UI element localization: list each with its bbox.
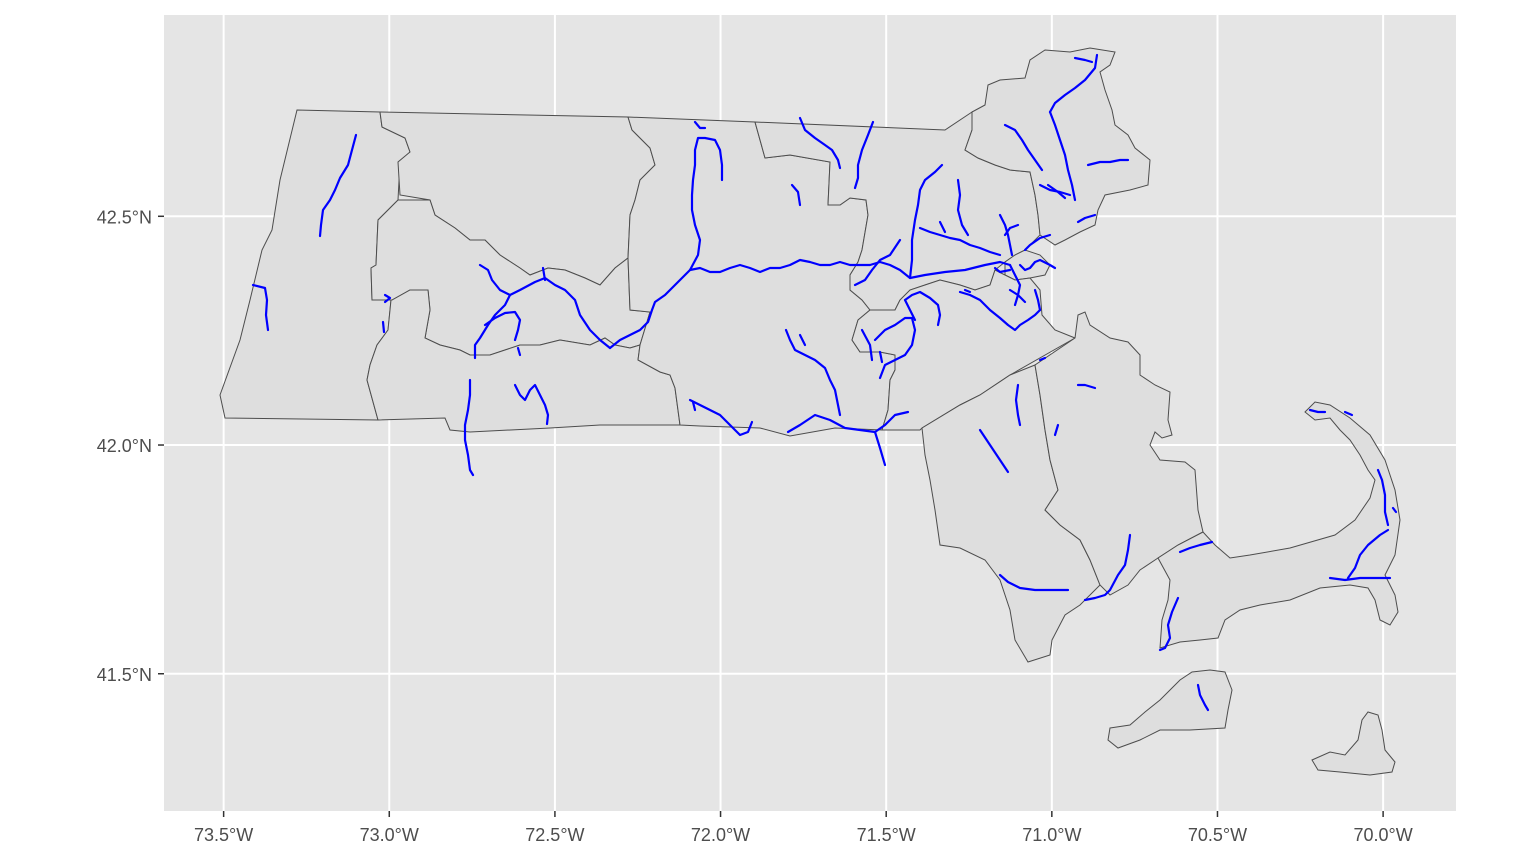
river-charles-loop [873, 316, 917, 380]
river-merrimack-top [1073, 56, 1094, 64]
x-tick-label: 70.5°W [1188, 825, 1247, 845]
river-deerfield-trib [508, 276, 612, 350]
river-berkshire-south [251, 283, 270, 332]
river-quincy [1008, 288, 1027, 304]
river-cape-6 [1308, 408, 1327, 414]
river-taunton-3 [1038, 356, 1047, 362]
river-lines [251, 53, 1398, 712]
river-charles-loop2 [878, 350, 884, 364]
river-essex-2 [1076, 213, 1097, 224]
river-weymouth [1033, 288, 1042, 312]
river-charles-small [963, 288, 972, 294]
river-cape-4 [1376, 468, 1390, 527]
river-sudbury [853, 238, 902, 287]
river-berkshire-mid [383, 293, 392, 304]
y-axis: 42.5°N 42.0°N 41.5°N [97, 207, 164, 685]
river-charles-east [958, 290, 1042, 332]
river-westfield [473, 263, 512, 360]
river-north-branch [688, 136, 724, 272]
river-french-small [691, 400, 697, 412]
county-dukes [1107, 669, 1233, 749]
river-taunton-2 [978, 428, 1010, 474]
x-tick-label: 70.0°W [1354, 825, 1413, 845]
river-hampden-1 [513, 383, 550, 426]
river-small-1 [516, 346, 522, 357]
river-blackstone-trib [798, 333, 807, 347]
river-mystic [998, 213, 1014, 257]
river-berkshire-small [381, 320, 386, 334]
river-concord-branch [918, 226, 1002, 257]
river-north-branch-top [693, 120, 707, 130]
x-tick-label: 71.0°W [1022, 825, 1081, 845]
river-taunton-5 [1053, 423, 1060, 437]
river-boston-2 [993, 266, 1012, 274]
river-blackstone-lower [860, 328, 874, 362]
x-tick-label: 72.0°W [691, 825, 750, 845]
river-assabet [908, 163, 944, 280]
river-vineyard [1196, 683, 1210, 712]
county-barnstable [1157, 401, 1401, 649]
river-plymouth-south [1083, 533, 1132, 602]
river-malden [1018, 258, 1057, 272]
river-boston-3 [1023, 233, 1052, 252]
x-tick-label: 73.5°W [194, 825, 253, 845]
river-quinebaug-south [873, 430, 887, 467]
river-shawsheen [956, 178, 970, 237]
y-tick-label: 42.0°N [97, 436, 152, 456]
river-parker [1048, 110, 1077, 202]
river-cape-1 [1178, 540, 1214, 554]
river-aberjona [1003, 223, 1020, 237]
river-merrimack [1048, 53, 1099, 114]
x-tick-label: 71.5°W [857, 825, 916, 845]
river-berkshire-north [318, 133, 358, 238]
river-ipswich [1003, 123, 1044, 172]
x-axis: 73.5°W 73.0°W 72.5°W 72.0°W 71.5°W 71.0°W 70.5… [194, 811, 1413, 845]
river-taunton-1 [1014, 383, 1022, 427]
x-tick-label: 73.0°W [360, 825, 419, 845]
river-cape-8 [1391, 506, 1398, 514]
river-nashua-mid [853, 120, 875, 190]
river-french [688, 398, 754, 437]
river-blackstone [784, 328, 842, 417]
county-nantucket [1311, 711, 1396, 776]
river-bristol-south [998, 573, 1070, 592]
river-cape-3 [1346, 528, 1390, 580]
county-plymouth [1034, 311, 1204, 596]
river-saugus [1046, 183, 1067, 200]
x-tick-label: 72.5°W [525, 825, 584, 845]
river-chicopee-upper [541, 266, 547, 282]
river-cape-2 [1158, 596, 1180, 652]
y-tick-label: 42.5°N [97, 207, 152, 227]
county-hampden [366, 289, 681, 433]
river-quinebaug [786, 410, 910, 434]
river-neponset [903, 290, 942, 327]
river-nashua-north [798, 116, 842, 170]
river-cape-5 [1328, 576, 1392, 582]
river-neponset-2 [903, 298, 917, 322]
river-nashua-small [790, 183, 802, 207]
river-ipswich-trib [938, 220, 947, 234]
river-ct-trib [483, 310, 522, 342]
river-main-east [608, 258, 882, 350]
river-westfield-lower [463, 378, 475, 477]
county-polygons [219, 47, 1401, 776]
river-essex [1086, 158, 1130, 167]
river-concord-main [878, 260, 1012, 280]
river-taunton-4 [1076, 383, 1097, 390]
river-boston-1 [1008, 263, 1022, 307]
river-cape-7 [1343, 410, 1354, 417]
y-tick-label: 41.5°N [97, 665, 152, 685]
county-essex [964, 47, 1151, 246]
